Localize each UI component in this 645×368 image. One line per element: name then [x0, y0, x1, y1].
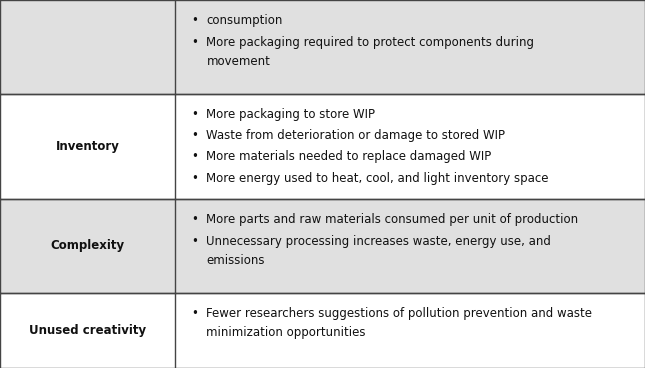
- Text: •: •: [192, 307, 199, 320]
- Bar: [0, 199, 645, 293]
- Text: •: •: [192, 235, 199, 248]
- Bar: [0, 293, 645, 368]
- Text: •: •: [192, 107, 199, 121]
- Text: Fewer researchers suggestions of pollution prevention and waste: Fewer researchers suggestions of polluti…: [206, 307, 592, 320]
- Bar: [0, 94, 645, 199]
- Text: •: •: [192, 129, 199, 142]
- Text: emissions: emissions: [206, 254, 265, 267]
- Text: consumption: consumption: [206, 14, 283, 27]
- Text: More packaging to store WIP: More packaging to store WIP: [206, 107, 375, 121]
- Text: movement: movement: [206, 55, 270, 68]
- Text: Unused creativity: Unused creativity: [29, 324, 146, 337]
- Bar: [0, 0, 645, 94]
- Text: •: •: [192, 213, 199, 226]
- Text: Complexity: Complexity: [51, 239, 124, 252]
- Text: minimization opportunities: minimization opportunities: [206, 326, 366, 339]
- Text: •: •: [192, 172, 199, 185]
- Text: Unnecessary processing increases waste, energy use, and: Unnecessary processing increases waste, …: [206, 235, 551, 248]
- Text: •: •: [192, 36, 199, 49]
- Text: More parts and raw materials consumed per unit of production: More parts and raw materials consumed pe…: [206, 213, 579, 226]
- Text: More packaging required to protect components during: More packaging required to protect compo…: [206, 36, 535, 49]
- Text: •: •: [192, 14, 199, 27]
- Text: Waste from deterioration or damage to stored WIP: Waste from deterioration or damage to st…: [206, 129, 506, 142]
- Text: More energy used to heat, cool, and light inventory space: More energy used to heat, cool, and ligh…: [206, 172, 549, 185]
- Text: Inventory: Inventory: [55, 140, 120, 153]
- Text: More materials needed to replace damaged WIP: More materials needed to replace damaged…: [206, 151, 491, 163]
- Text: •: •: [192, 151, 199, 163]
